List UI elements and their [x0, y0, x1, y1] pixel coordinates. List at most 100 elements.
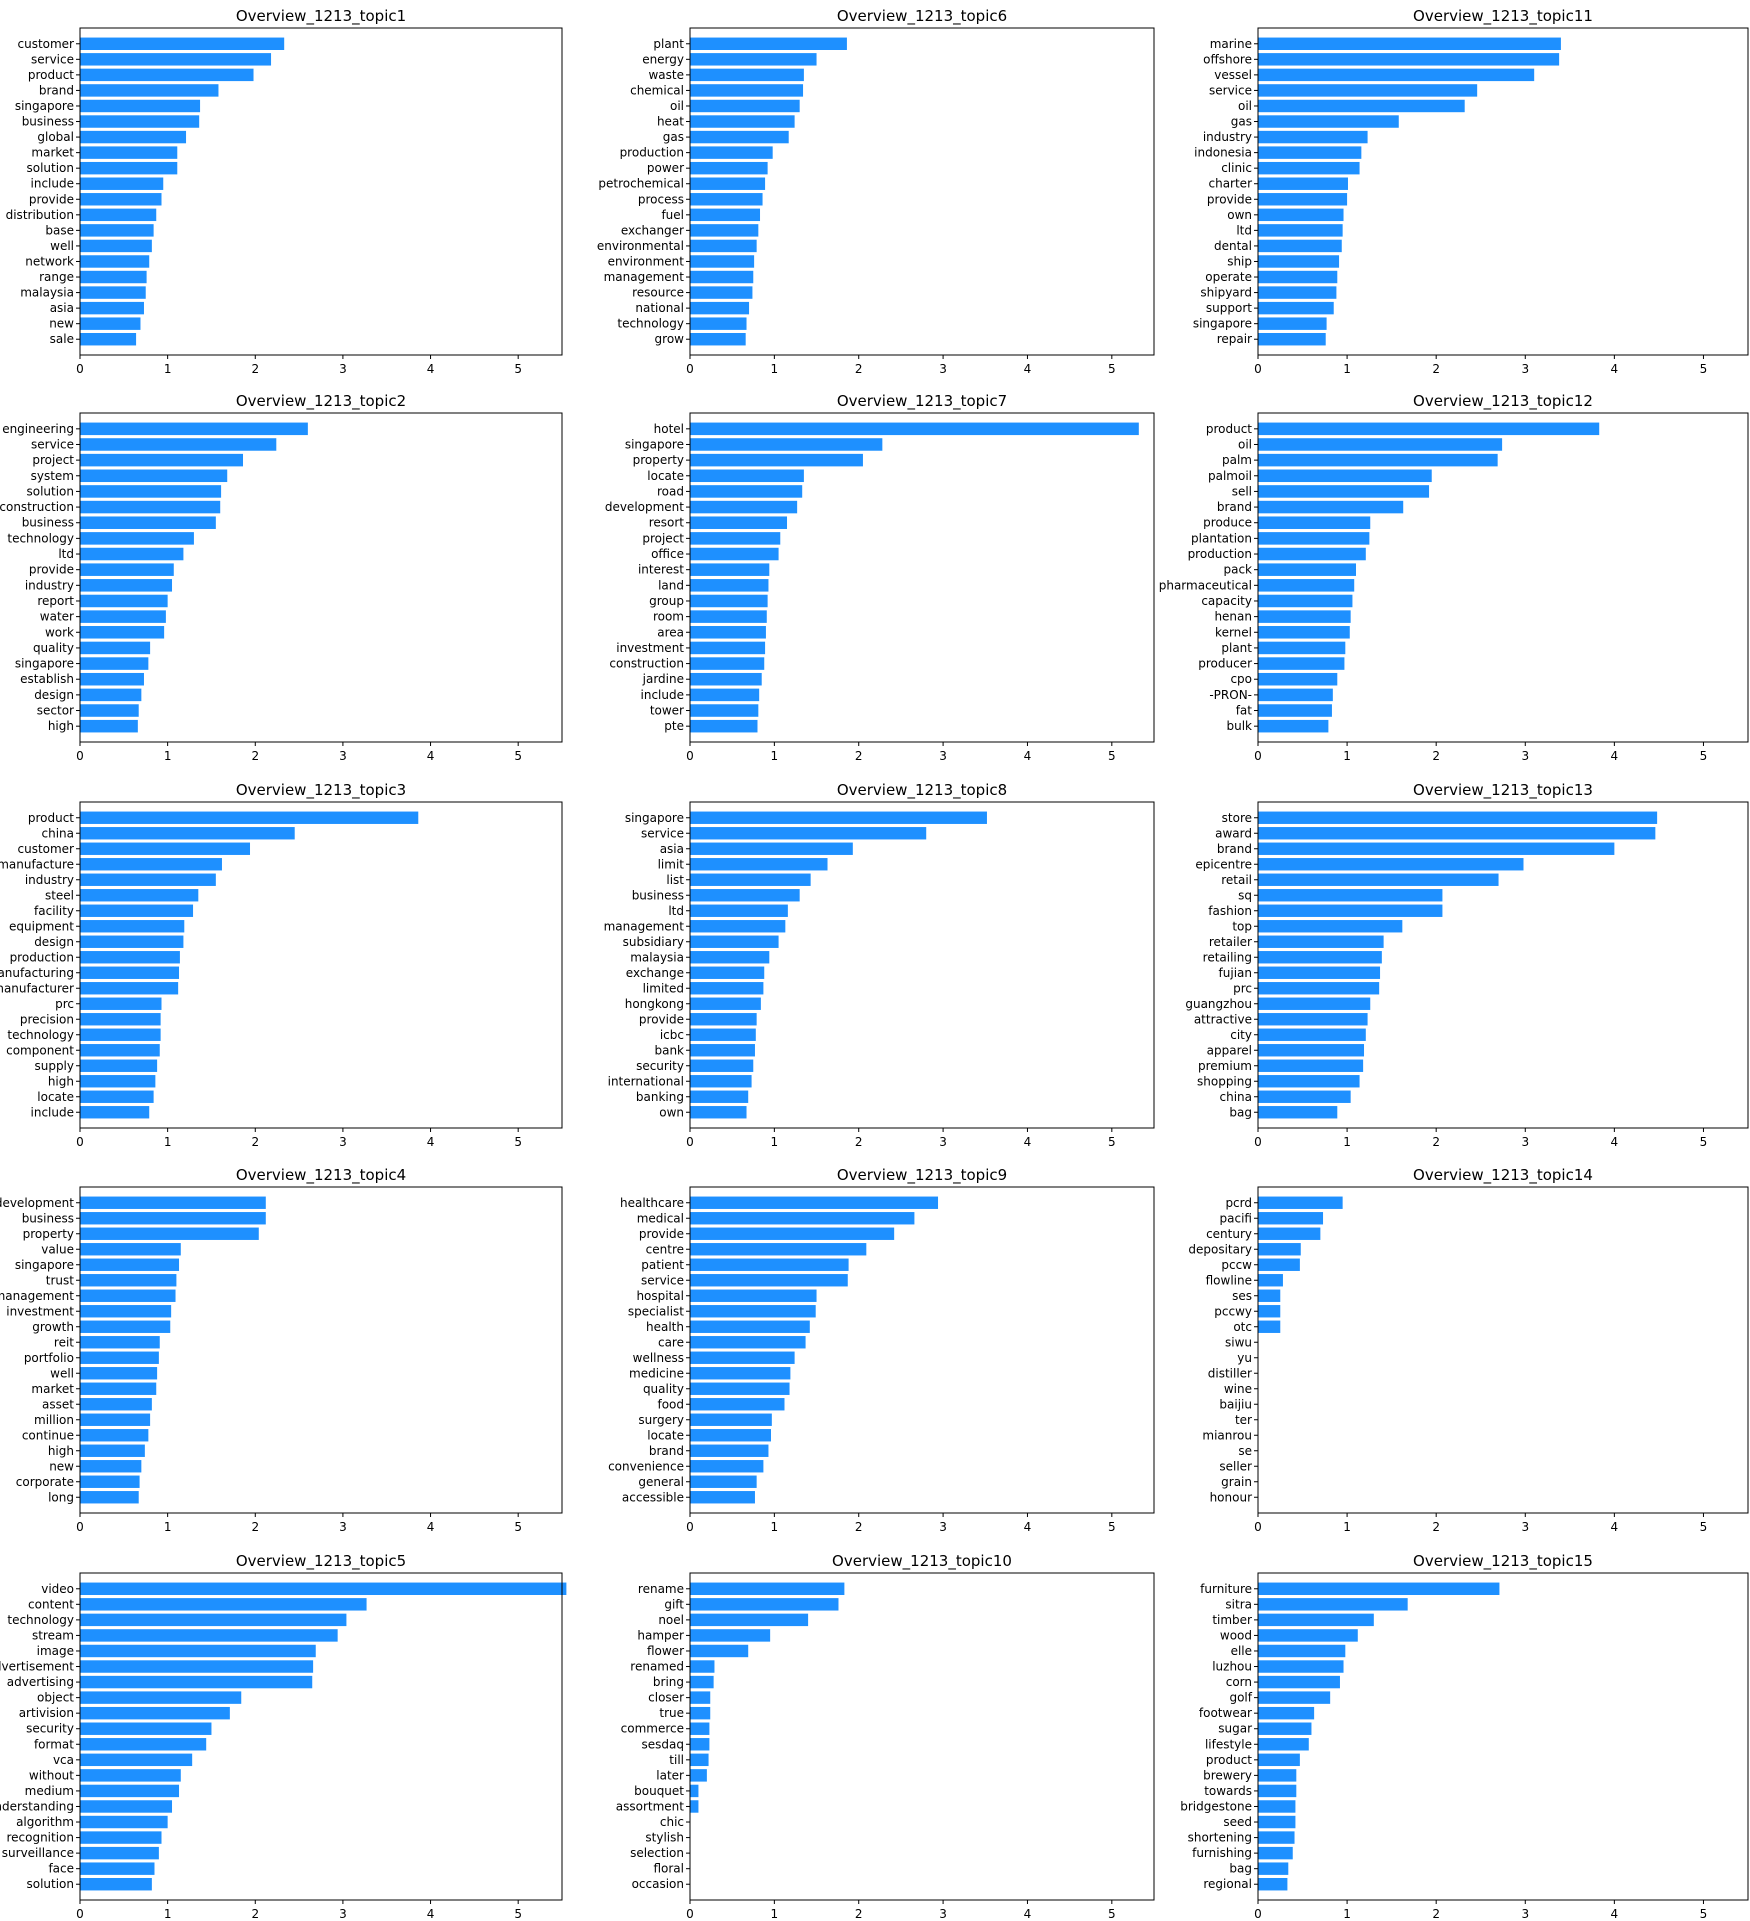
bar [690, 286, 753, 299]
x-tick-label: 5 [514, 1520, 522, 1534]
bar [1258, 500, 1404, 514]
category-label: include [641, 688, 684, 702]
bar [1258, 1675, 1340, 1689]
bar [80, 255, 150, 268]
bar [690, 1059, 754, 1072]
category-label: construction [0, 500, 74, 514]
x-tick-label: 3 [339, 362, 347, 376]
bar [80, 657, 149, 670]
bar [80, 239, 152, 253]
category-label: locate [647, 469, 684, 483]
bar [1258, 1582, 1500, 1595]
category-label: specialist [628, 1304, 684, 1318]
bar [690, 1722, 710, 1735]
category-label: investment [6, 1304, 74, 1318]
category-label: plant [653, 37, 684, 51]
x-tick-label: 5 [514, 1135, 522, 1149]
bar [690, 317, 747, 330]
category-label: process [638, 192, 684, 206]
category-label: siwu [1225, 1335, 1252, 1349]
category-label: singapore [625, 437, 684, 451]
category-label: locate [647, 1428, 684, 1442]
x-tick-label: 0 [76, 362, 84, 376]
category-label: convenience [608, 1459, 684, 1473]
category-label: medical [637, 1211, 684, 1225]
category-label: precision [20, 1012, 74, 1026]
category-label: asia [50, 301, 74, 315]
axes-frame [79, 1186, 563, 1514]
bar [1258, 1753, 1300, 1767]
category-label: construction [609, 657, 684, 671]
category-label: apparel [1207, 1043, 1252, 1057]
category-label: baijiu [1219, 1397, 1252, 1411]
bar [80, 1862, 155, 1875]
bar [80, 889, 199, 902]
category-label: bring [653, 1675, 684, 1689]
category-label: attractive [1194, 1012, 1252, 1026]
bar [80, 1644, 316, 1658]
bar [1258, 672, 1338, 686]
category-label: understanding [0, 1799, 74, 1813]
category-label: object [37, 1691, 74, 1705]
bar [690, 1367, 791, 1380]
category-label: singapore [15, 1258, 74, 1272]
x-tick-label: 0 [686, 1907, 694, 1921]
category-label: land [658, 578, 684, 592]
bar [80, 1320, 171, 1333]
bar [1258, 1878, 1288, 1891]
category-label: service [31, 437, 74, 451]
bar [1258, 130, 1368, 144]
category-label: towards [1204, 1784, 1252, 1798]
x-tick-label: 0 [686, 1135, 694, 1149]
category-label: china [42, 826, 75, 840]
category-label: sell [1232, 484, 1252, 498]
x-tick-label: 2 [251, 1135, 259, 1149]
bar [690, 563, 770, 576]
bar [1258, 842, 1615, 855]
bar [1258, 84, 1478, 97]
bar [690, 68, 804, 82]
bar [690, 1336, 806, 1349]
x-tick-label: 1 [164, 362, 172, 376]
bar [690, 1320, 810, 1333]
bar [690, 1305, 816, 1318]
x-tick-label: 1 [1343, 1907, 1351, 1921]
axes-frame [1257, 1572, 1749, 1901]
category-label: fat [1236, 704, 1253, 718]
bar [80, 422, 308, 436]
category-label: fuel [661, 208, 684, 222]
category-label: supply [34, 1059, 74, 1073]
bar [80, 37, 285, 50]
x-tick-label: 3 [339, 1907, 347, 1921]
category-label: mianrou [1202, 1428, 1252, 1442]
category-label: yu [1237, 1351, 1252, 1365]
bar [1258, 270, 1338, 284]
category-label: ship [1227, 254, 1252, 268]
bar [1258, 115, 1399, 128]
category-label: quality [643, 1382, 684, 1396]
category-label: image [37, 1644, 74, 1658]
bar [1258, 1227, 1321, 1240]
category-label: renamed [630, 1660, 684, 1674]
category-label: long [48, 1490, 74, 1504]
bar [1258, 469, 1432, 483]
bar [80, 982, 179, 995]
bar [1258, 1075, 1360, 1088]
x-tick-label: 2 [1432, 1135, 1440, 1149]
chart-title: Overview_1213_topic5 [236, 1552, 406, 1571]
bar [690, 858, 828, 871]
x-tick-label: 2 [855, 1135, 863, 1149]
bar [80, 966, 180, 979]
category-label: palm [1222, 453, 1252, 467]
category-label: production [10, 950, 74, 964]
category-label: malaysia [630, 950, 684, 964]
category-label: own [1227, 208, 1252, 222]
category-label: value [41, 1242, 74, 1256]
bar [1258, 333, 1326, 346]
x-tick-label: 5 [1700, 749, 1708, 763]
category-label: bag [1229, 1105, 1252, 1119]
